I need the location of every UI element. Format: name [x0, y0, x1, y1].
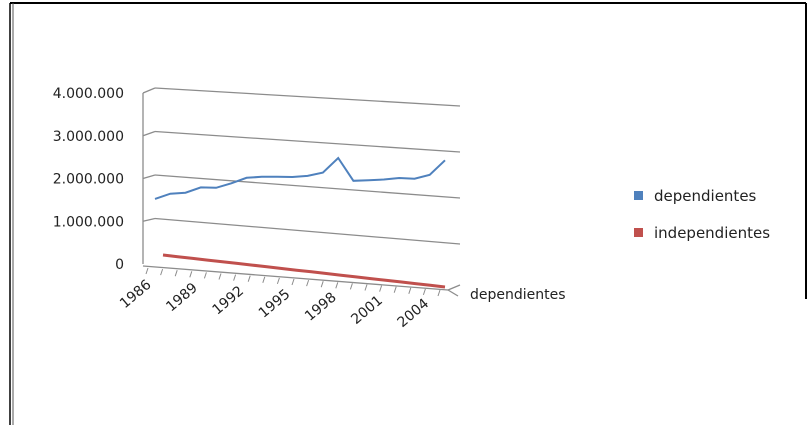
series-lines: [154, 156, 446, 289]
x-axis-line: [142, 265, 449, 291]
depth-axis-label: dependientes: [470, 287, 566, 303]
y-tick-label: 2.000.000: [53, 172, 124, 188]
legend: dependientes independientes: [634, 187, 770, 242]
x-tick-label: 2004: [395, 296, 433, 331]
x-tick-mark: [364, 284, 368, 291]
x-tick-mark: [145, 267, 149, 275]
series-line-dependientes: [154, 156, 446, 200]
x-tick-label: 1989: [163, 280, 201, 315]
gridline: [154, 174, 461, 199]
gridline: [154, 87, 461, 107]
gridlines: [142, 87, 461, 264]
legend-swatch: [634, 191, 643, 200]
x-tick-mark: [160, 268, 164, 276]
depth-axis-tick: [447, 289, 459, 297]
gridline: [154, 217, 461, 245]
x-tick-mark: [291, 278, 295, 286]
x-tick-label: 1998: [302, 289, 340, 324]
legend-label: dependientes: [654, 187, 757, 205]
y-tick-label: 4.000.000: [53, 86, 124, 102]
x-tick-mark: [437, 289, 441, 297]
gridline-connector: [142, 130, 156, 137]
x-tick-mark: [174, 270, 178, 277]
series-line-independientes: [162, 253, 446, 289]
x-tick-mark: [422, 288, 426, 296]
chart-floor: [142, 265, 461, 297]
x-tick-label: 2001: [348, 293, 386, 328]
x-tick-mark: [320, 281, 324, 288]
x-tick-mark: [408, 287, 412, 294]
x-tick-mark: [218, 273, 222, 280]
x-tick-mark: [262, 276, 266, 283]
x-tick-mark: [379, 285, 383, 292]
y-tick-label: 1.000.000: [53, 214, 124, 230]
legend-swatch: [634, 228, 643, 237]
x-tick-mark: [349, 283, 353, 290]
x-tick-mark: [203, 272, 207, 279]
gridline-connector: [142, 87, 156, 94]
x-tick-mark: [233, 274, 237, 281]
gridline-connector: [142, 217, 156, 222]
x-tick-mark: [276, 277, 280, 285]
legend-label: independientes: [654, 224, 770, 242]
x-tick-label: 1986: [117, 277, 155, 312]
x-tick-mark: [247, 275, 251, 282]
x-tick-mark: [393, 286, 397, 293]
gridline-connector: [142, 174, 156, 180]
x-tick-mark: [306, 279, 310, 287]
y-tick-label: 3.000.000: [53, 129, 124, 145]
depth-axis-line: [447, 284, 461, 291]
x-tick-label: 1995: [256, 286, 294, 321]
y-tick-label: 0: [115, 257, 124, 273]
x-tick-mark: [189, 271, 193, 278]
x-tick-label: 1992: [210, 283, 248, 318]
y-axis-tick-labels: 0 1.000.000 2.000.000 3.000.000 4.000.000: [53, 86, 124, 273]
x-tick-mark: [335, 282, 339, 289]
gridline: [154, 130, 461, 153]
